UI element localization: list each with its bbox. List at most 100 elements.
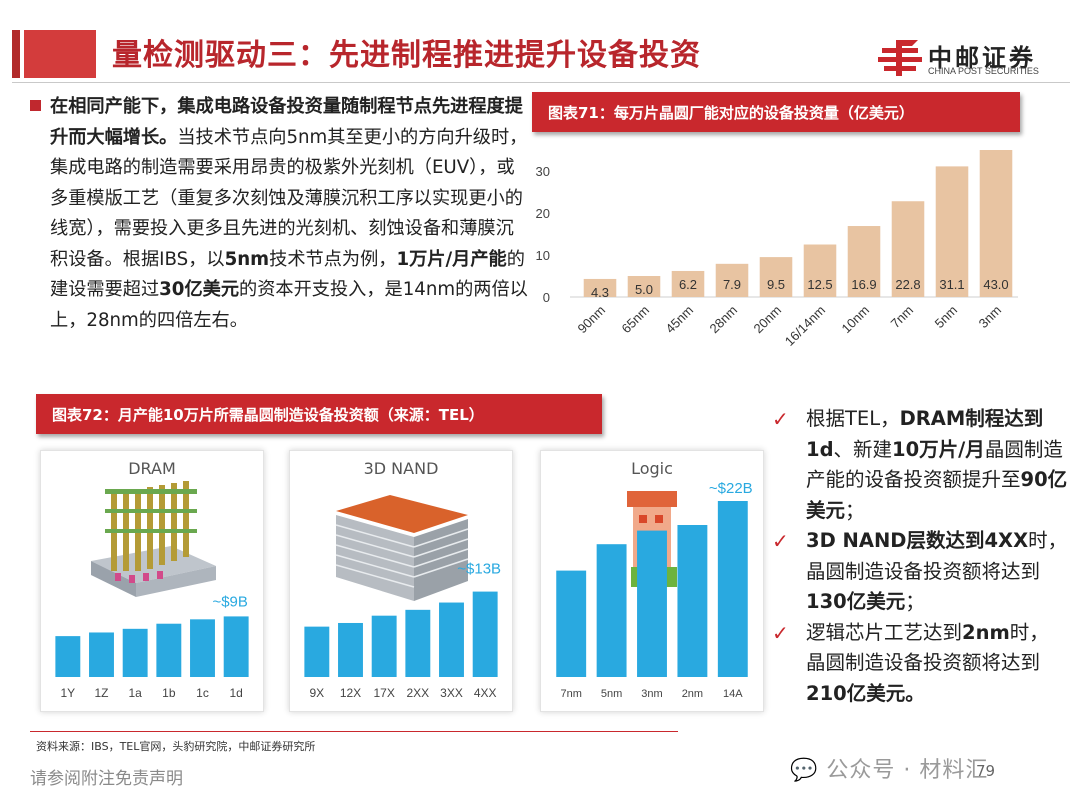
china-post-logo-icon [878, 40, 922, 76]
rb1-t4: ； [845, 498, 865, 522]
logic-bar [556, 570, 587, 677]
para-bold-4: 30亿美元 [159, 279, 240, 300]
rb3-b1: 2nm [962, 620, 1010, 644]
nand-bar [405, 609, 431, 677]
check-icon: ✓ [772, 620, 789, 645]
logic-bar [637, 530, 667, 677]
chart71-xtick: 3nm [976, 303, 1004, 331]
nand-xtick: 12X [340, 686, 361, 700]
logic-xtick: 14A [723, 688, 743, 700]
right-bullet-1: ✓ 根据TEL，DRAM制程达到1d、新建10万片/月晶圆制造产能的设备投资额提升… [772, 404, 1068, 526]
dram-xtick: 1a [128, 686, 142, 700]
check-icon: ✓ [772, 529, 789, 553]
nand-xtick: 2XX [406, 686, 429, 700]
logic-bar [717, 501, 748, 677]
page-title: 量检测驱动三：先进制程推进提升设备投资 [112, 38, 701, 73]
chart71-ytick: 0 [543, 290, 550, 305]
rb3-t1: 逻辑芯片工艺达到 [806, 620, 963, 644]
nand-bar [304, 626, 330, 677]
dram-panel: DRAM 1Y 1Z 1a 1b 1c 1d ~$9B [40, 450, 264, 712]
chart71-xtick: 90nm [575, 303, 609, 337]
rb3-b2: 210亿美元。 [806, 681, 925, 705]
page-number: 79 [976, 762, 996, 780]
dram-xtick: 1c [196, 686, 209, 700]
chart71-data-label: 9.5 [767, 277, 785, 292]
nand-bar-chart: 9X 12X 17X 2XX 3XX 4XX ~$13B [304, 495, 501, 700]
dram-bar [55, 636, 81, 677]
chart71-xtick: 10nm [839, 303, 873, 337]
chart71-ytick: 30 [536, 164, 550, 179]
nand-xtick: 4XX [474, 686, 497, 700]
chart71-xtick: 28nm [707, 303, 741, 337]
rb1-t3: 晶圆制造产能的设备投资额提升至 [806, 437, 1063, 492]
rb2-b1: 3D NAND层数达到4XX [806, 529, 1029, 552]
logic-xtick: 5nm [601, 688, 622, 700]
dram-bar-chart: 1Y 1Z 1a 1b 1c 1d ~$9B [55, 481, 249, 700]
logic-xtick: 2nm [682, 688, 703, 700]
chart71-bar [803, 244, 837, 297]
chart71-data-label: 4.3 [591, 285, 609, 300]
chart71-xtick: 20nm [751, 303, 785, 337]
nand-bar [439, 602, 464, 677]
chart71-bar [979, 150, 1013, 297]
logic-bar [677, 525, 708, 677]
chart71-banner: 图表71：每万片晶圆厂能对应的设备投资量（亿美元） [532, 92, 1020, 132]
para-bold-2: 5nm [224, 248, 270, 270]
chart71-xtick: 45nm [663, 303, 697, 337]
chart71-bar-chart: 0 10 20 30 4.3 90nm 5.0 65nm 6.2 45nm 7.9 28nm 9.5 20… [536, 150, 1018, 349]
logic-xtick: 7nm [560, 688, 581, 700]
chart71-bar [759, 257, 793, 297]
source-divider [30, 731, 678, 732]
brand-name-en: CHINA POST SECURITIES [928, 66, 1039, 76]
nand-xtick: 17X [373, 686, 394, 700]
rb2-b2: 130亿美元 [806, 590, 906, 613]
dram-annotation: ~$9B [212, 593, 247, 610]
chart71-bar [847, 226, 881, 297]
nand-bar [338, 622, 363, 677]
rb1-t2: 、新建 [833, 437, 893, 461]
dram-bar [89, 632, 114, 677]
header-accent-block [24, 30, 96, 78]
nand-xtick: 3XX [440, 686, 463, 700]
chart71-data-label: 16.9 [851, 277, 876, 292]
logic-panel: Logic 7nm 5nm 3nm 2nm 14A ~$22B [540, 450, 764, 712]
dram-bar [223, 616, 249, 677]
para-text-4: 的资本开支投入，是14nm的两倍以上，28nm的四倍左右。 [50, 279, 528, 331]
nand-panel: 3D NAND 9X 12X 17X 2XX 3XX 4XX ~$13B [289, 450, 513, 712]
rb1-b2: 10万片/月 [892, 437, 985, 461]
rb2-t3: ； [905, 590, 925, 613]
paragraph-bullet [30, 100, 41, 111]
rb1-b3: 90亿美元 [806, 468, 1068, 522]
chart71-bar [715, 263, 749, 297]
chart71-xtick: 5nm [932, 303, 960, 331]
logic-panel-title: Logic [631, 459, 673, 478]
chart71-data-label: 31.1 [939, 277, 964, 292]
chart72-banner: 图表72：月产能10万片所需晶圆制造设备投资额（来源：TEL） [36, 394, 602, 434]
chart71-bar [583, 278, 617, 297]
check-icon: ✓ [772, 407, 789, 431]
chart71-data-label: 7.9 [723, 277, 741, 292]
chart71-xtick: 16/14nm [782, 303, 828, 349]
dram-structure-illustration [91, 481, 216, 597]
logic-xtick: 3nm [641, 688, 662, 700]
chart71-xtick: 7nm [888, 303, 916, 331]
chart71-bar [891, 201, 925, 297]
header-divider [12, 82, 1070, 83]
chart71-ytick: 10 [536, 248, 550, 263]
dram-xtick: 1b [162, 686, 176, 700]
para-text-1: 当技术节点向5nm其至更小的方向升级时，集成电路的制造需要采用昂贵的极紫外光刻机… [50, 126, 528, 270]
para-text-2: 技术节点为例， [269, 248, 397, 270]
right-bullet-3: ✓ 逻辑芯片工艺达到2nm时，晶圆制造设备投资额将达到 210亿美元。 [772, 618, 1068, 710]
rb3-t2: 时，晶圆制造设备投资额将达到 [806, 620, 1049, 675]
dram-bar [122, 628, 148, 677]
logic-bar [596, 544, 627, 677]
para-bold-3: 1万片/月产能 [396, 248, 507, 270]
rb2-t2: 时，晶圆制造设备投资额将达到 [806, 529, 1068, 583]
rb1-b1: DRAM制程达到1d [806, 407, 1044, 461]
dram-xtick: 1Y [60, 686, 75, 700]
dram-bar [156, 623, 182, 677]
chart71-bar [627, 276, 661, 297]
chart71-xtick: 65nm [619, 303, 653, 337]
chart71-data-label: 22.8 [895, 277, 920, 292]
rb1-t1: 根据TEL， [806, 407, 900, 430]
